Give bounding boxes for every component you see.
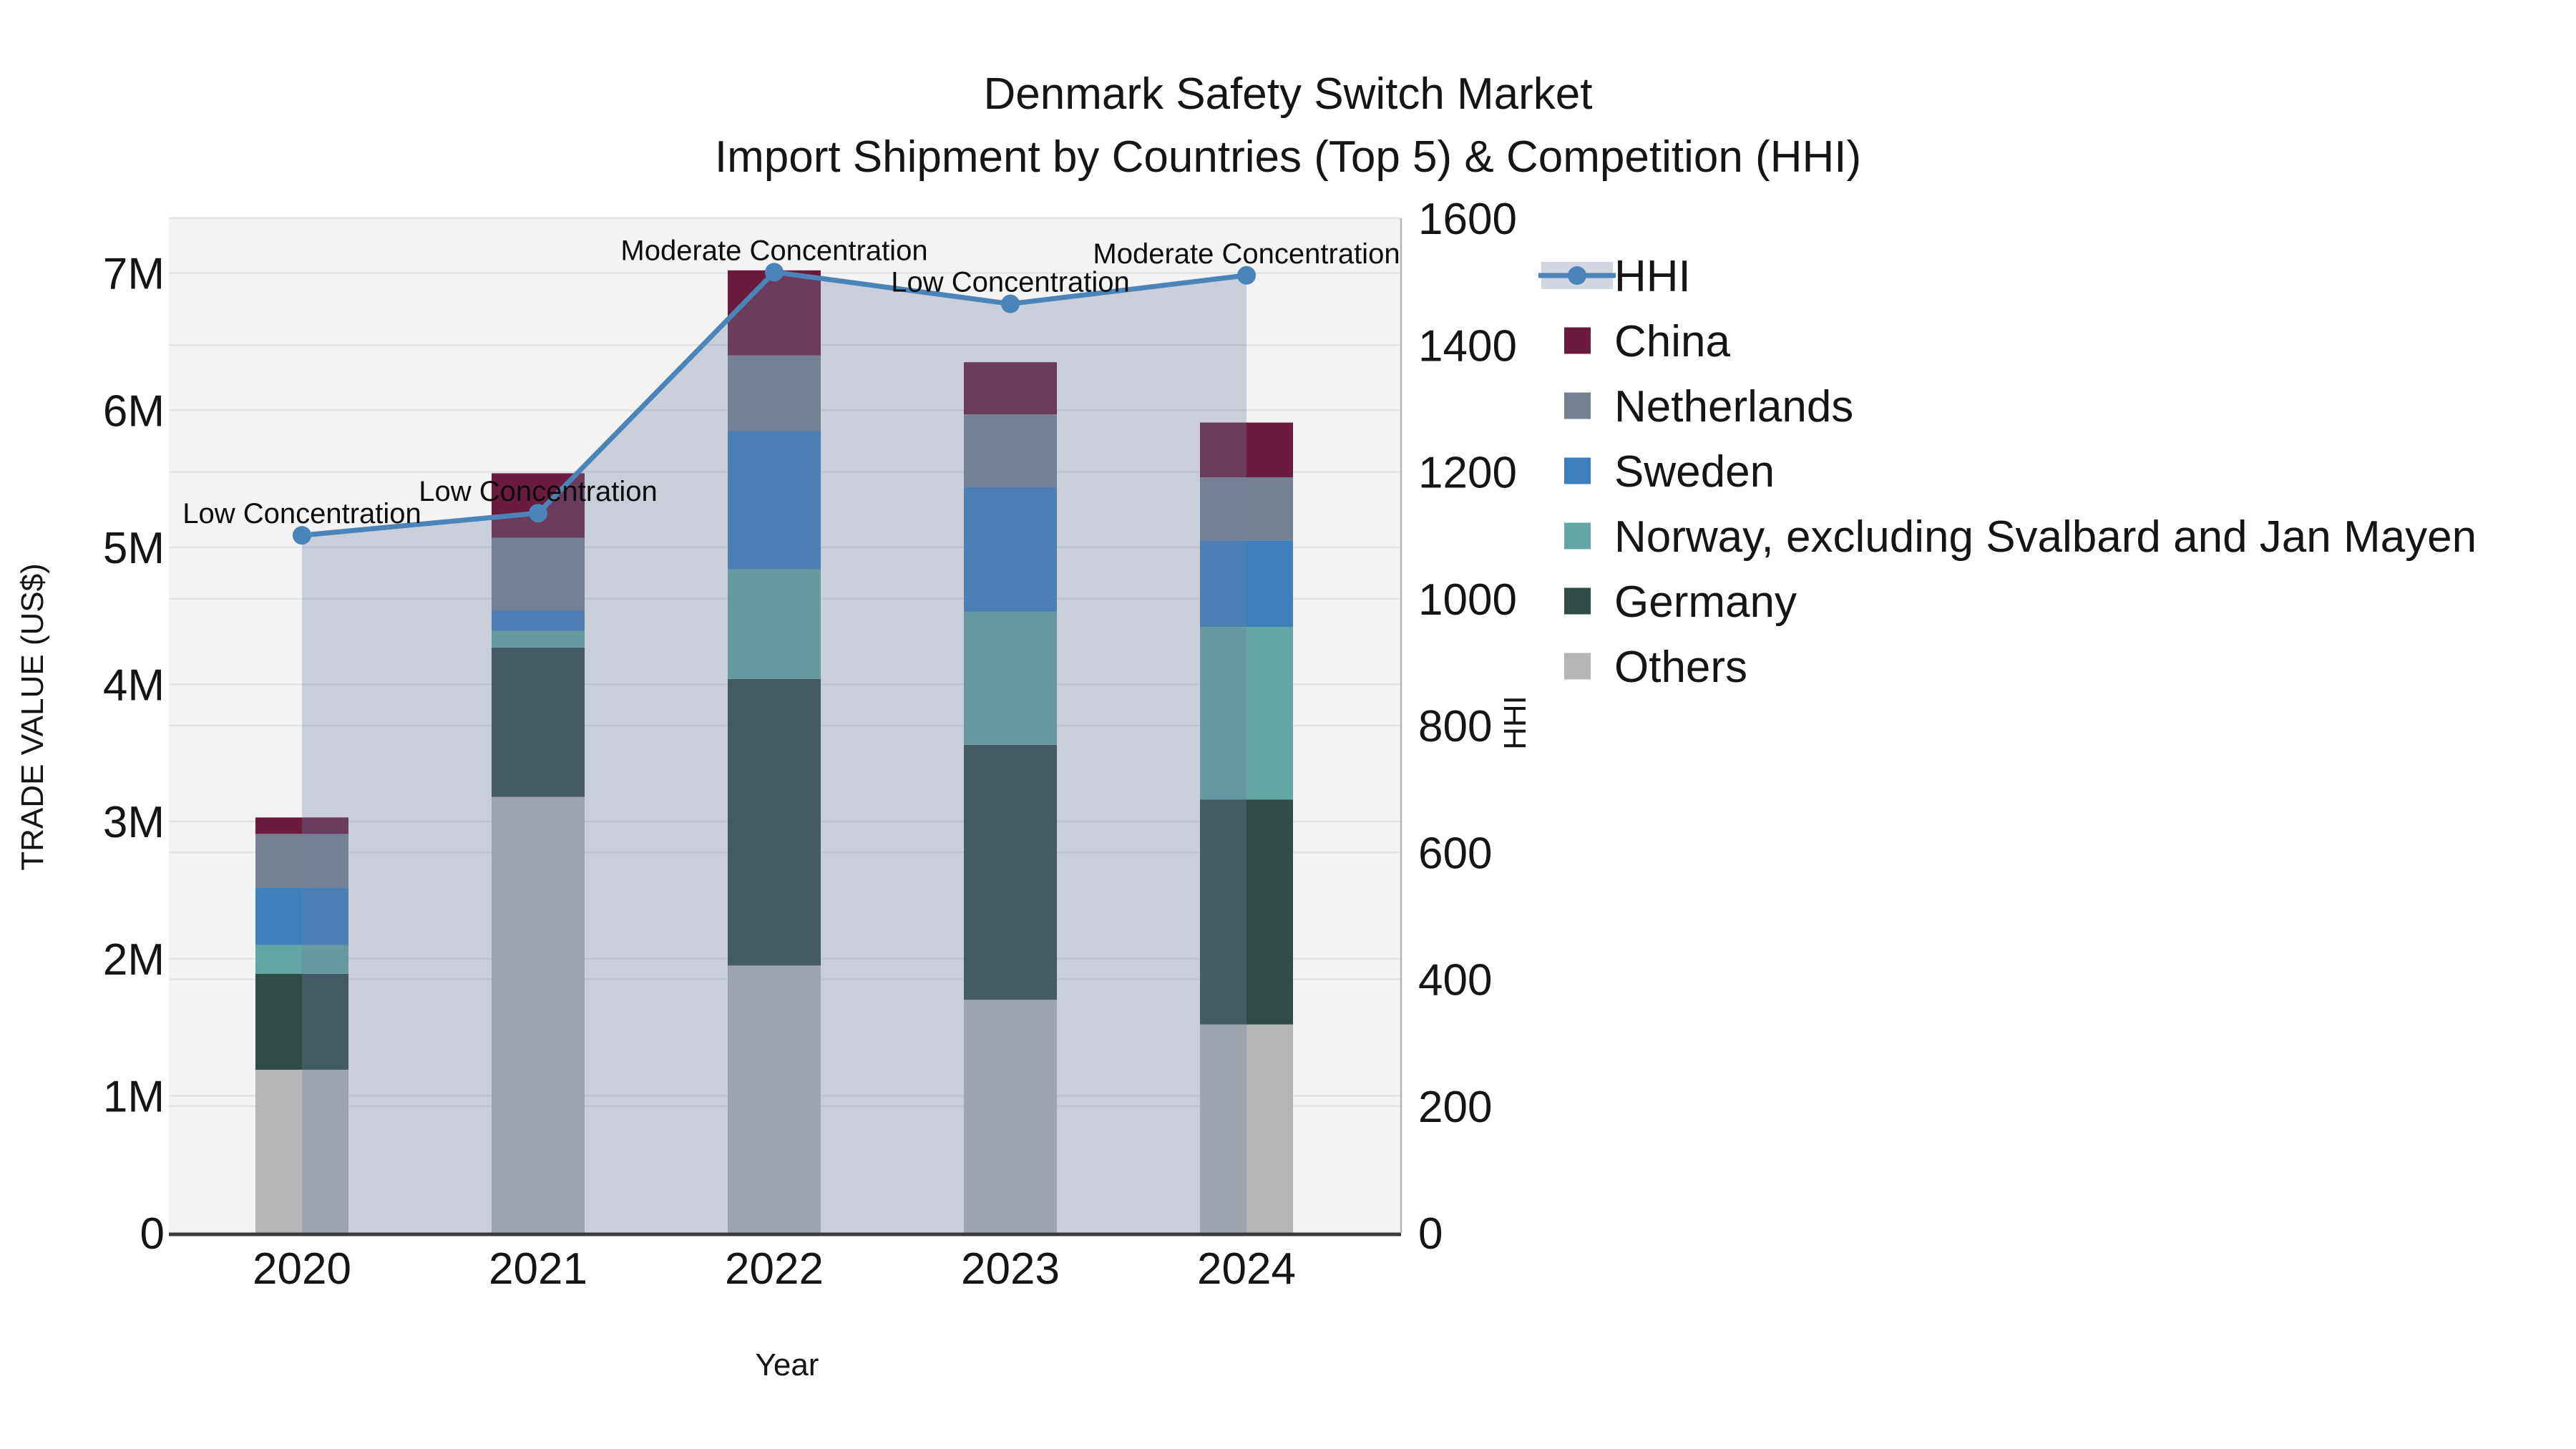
bar-segment-2021-sweden <box>492 610 585 631</box>
hhi-area-fill <box>302 272 1246 1233</box>
y-left-tick-3M: 3M <box>103 798 165 847</box>
y-left-tick-7M: 7M <box>103 250 165 299</box>
chart-title-line1: Denmark Safety Switch Market <box>983 69 1593 119</box>
x-tick-2022: 2022 <box>725 1244 824 1294</box>
bar-segment-2021-norway <box>492 630 585 648</box>
x-tick-2023: 2023 <box>961 1244 1060 1294</box>
bar-segment-2022-netherlands <box>728 355 821 431</box>
bar-segment-2022-germany <box>728 678 821 966</box>
legend-swatch-hhi-marker <box>1568 266 1586 285</box>
bar-segment-2023-sweden <box>964 487 1057 612</box>
x-tick-2024: 2024 <box>1197 1244 1296 1294</box>
y-right-tick-800: 800 <box>1418 702 1492 751</box>
bar-segment-2023-china <box>964 362 1057 415</box>
bar-segment-2024-netherlands <box>1200 477 1293 541</box>
chart-title: Denmark Safety Switch Market Import Ship… <box>0 63 2576 189</box>
annotation-2022: Moderate Concentration <box>620 235 927 266</box>
y-right-tick-1400: 1400 <box>1418 321 1517 371</box>
bar-segment-2024-china <box>1200 422 1293 478</box>
bar-segment-2023-others <box>964 1000 1057 1233</box>
hhi-point-2022 <box>765 263 784 282</box>
bar-segment-2023-norway <box>964 611 1057 745</box>
y-right-tick-200: 200 <box>1418 1083 1492 1132</box>
bar-segment-2023-netherlands <box>964 414 1057 487</box>
annotation-2020: Low Concentration <box>182 498 421 530</box>
bar-segment-2024-others <box>1200 1024 1293 1233</box>
bar-segment-2022-others <box>728 965 821 1233</box>
y-right-tick-600: 600 <box>1418 829 1492 878</box>
y-left-tick-0: 0 <box>140 1209 165 1259</box>
legend-label-netherlands: Netherlands <box>1614 382 1853 431</box>
bar-segment-2020-sweden <box>255 887 348 945</box>
bar-segment-2022-norway <box>728 569 821 679</box>
bar-segment-2020-norway <box>255 945 348 974</box>
legend-label-china: China <box>1614 317 1731 366</box>
x-tick-2021: 2021 <box>489 1244 587 1294</box>
legend-label-others: Others <box>1614 643 1747 692</box>
y-left-tick-5M: 5M <box>103 524 165 573</box>
bar-segment-2020-netherlands <box>255 834 348 888</box>
annotation-2021: Low Concentration <box>419 476 658 507</box>
y-left-tick-2M: 2M <box>103 935 165 985</box>
bar-segment-2022-sweden <box>728 431 821 570</box>
hhi-point-2020 <box>293 526 311 545</box>
hhi-point-2024 <box>1237 265 1256 285</box>
legend-swatch-germany <box>1564 587 1591 615</box>
legend-label-germany: Germany <box>1614 577 1797 627</box>
y-right-tick-1000: 1000 <box>1418 575 1517 625</box>
y-right-axis-title: HHI <box>1498 696 1533 750</box>
bar-segment-2024-sweden <box>1200 540 1293 628</box>
bar-segment-2024-norway <box>1200 627 1293 800</box>
legend-swatch-norway <box>1564 522 1591 550</box>
legend-swatch-netherlands <box>1564 392 1591 419</box>
bar-segment-2021-others <box>492 796 585 1233</box>
bar-segment-2021-germany <box>492 647 585 797</box>
bar-segment-2022-china <box>728 270 821 356</box>
y-left-tick-6M: 6M <box>103 386 165 436</box>
bar-segment-2020-china <box>255 817 348 834</box>
annotation-2024: Moderate Concentration <box>1093 238 1400 270</box>
bar-segment-2024-germany <box>1200 799 1293 1025</box>
y-left-tick-1M: 1M <box>103 1072 165 1121</box>
bar-segment-2023-germany <box>964 744 1057 1000</box>
legend-swatch-china <box>1564 327 1591 354</box>
y-right-tick-0: 0 <box>1418 1209 1443 1259</box>
x-tick-2020: 2020 <box>253 1244 351 1294</box>
y-left-axis-title: TRADE VALUE (US$) <box>15 563 50 871</box>
hhi-point-2021 <box>529 504 547 523</box>
x-axis-title: Year <box>756 1347 819 1382</box>
legend-label-sweden: Sweden <box>1614 447 1775 497</box>
hhi-point-2023 <box>1001 294 1020 313</box>
legend-label-hhi: HHI <box>1614 252 1691 301</box>
y-right-tick-1200: 1200 <box>1418 449 1517 498</box>
y-right-tick-1600: 1600 <box>1418 195 1517 244</box>
y-right-tick-400: 400 <box>1418 956 1492 1005</box>
legend-swatch-others <box>1564 653 1591 680</box>
legend-label-norway: Norway, excluding Svalbard and Jan Mayen <box>1614 512 2477 562</box>
bar-segment-2020-others <box>255 1069 348 1233</box>
y-left-tick-4M: 4M <box>103 661 165 711</box>
chart-title-line2: Import Shipment by Countries (Top 5) & C… <box>714 132 1862 182</box>
legend-swatch-sweden <box>1564 457 1591 484</box>
bar-segment-2021-netherlands <box>492 537 585 611</box>
bar-segment-2020-germany <box>255 973 348 1070</box>
annotation-2023: Low Concentration <box>891 267 1130 298</box>
